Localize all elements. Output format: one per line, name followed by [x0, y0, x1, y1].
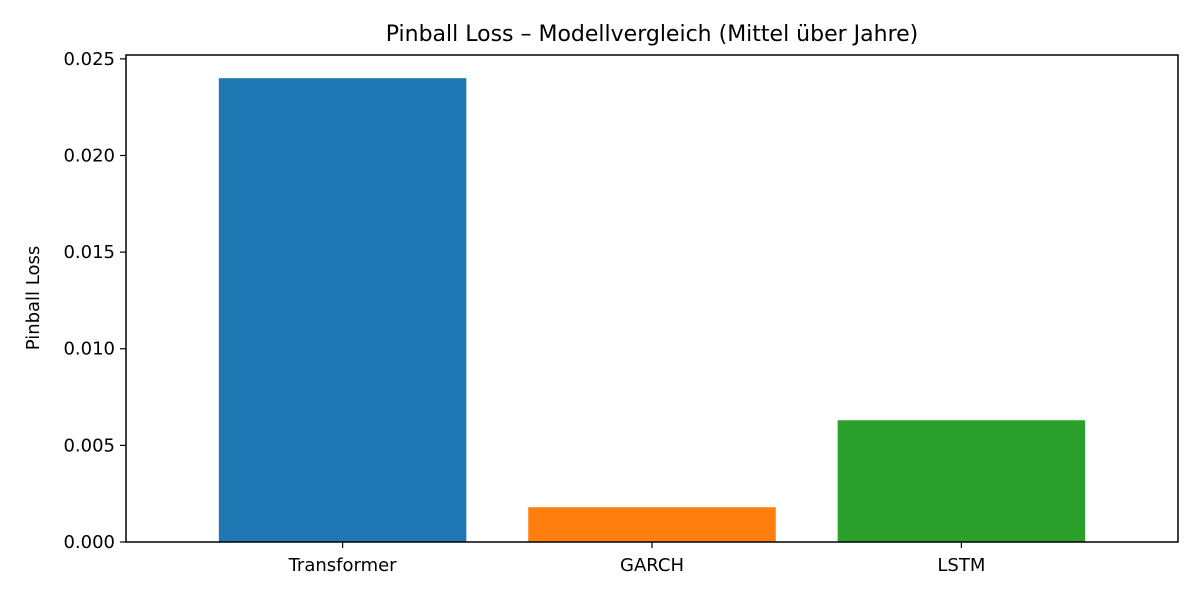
y-tick-label: 0.010 — [63, 339, 115, 360]
y-tick-label: 0.020 — [63, 145, 115, 166]
bar-lstm — [837, 420, 1086, 542]
y-tick-label: 0.015 — [63, 242, 115, 263]
y-axis-ticks: 0.000 0.005 0.010 0.015 0.020 0.025 — [63, 49, 126, 553]
bar-garch — [528, 507, 776, 542]
y-tick-label: 0.000 — [63, 532, 115, 553]
x-axis-ticks: Transformer GARCH LSTM — [288, 542, 985, 576]
bars-group — [218, 78, 1086, 542]
y-tick-label: 0.025 — [63, 49, 115, 70]
bar-transformer — [218, 78, 467, 542]
chart-title: Pinball Loss – Modellvergleich (Mittel ü… — [386, 22, 919, 47]
y-axis-title: Pinball Loss — [23, 246, 44, 351]
y-tick-label: 0.005 — [63, 435, 115, 456]
x-tick-label: LSTM — [937, 555, 985, 576]
plot-frame — [125, 54, 1179, 543]
x-tick-label: GARCH — [620, 555, 684, 576]
x-tick-label: Transformer — [288, 555, 398, 576]
